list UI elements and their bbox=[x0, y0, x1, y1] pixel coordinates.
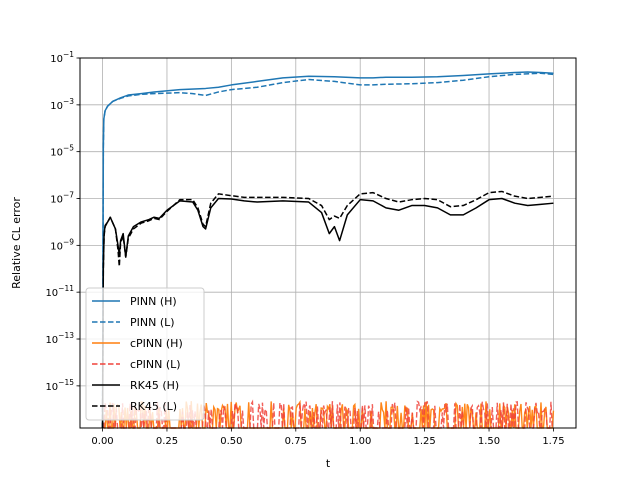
y-tick-label: 10−7 bbox=[50, 191, 74, 206]
x-tick-label: 0.00 bbox=[91, 436, 113, 447]
legend: PINN (H) PINN (L) cPINN (H) cPINN (L) RK45 (… bbox=[85, 287, 205, 421]
legend-label: cPINN (L) bbox=[130, 358, 181, 371]
series-lines bbox=[101, 71, 554, 429]
x-tick-label: 1.00 bbox=[349, 436, 371, 447]
x-tick-label: 1.50 bbox=[478, 436, 500, 447]
y-tick-label: 10−3 bbox=[50, 97, 74, 112]
y-tick-label: 10−9 bbox=[50, 237, 74, 252]
y-tick-label: 10−5 bbox=[50, 144, 74, 159]
series-line bbox=[101, 72, 554, 429]
x-tick-label: 1.75 bbox=[542, 436, 564, 447]
x-axis-label: t bbox=[326, 457, 331, 470]
y-tick-label: 10−13 bbox=[45, 331, 74, 346]
noise-line bbox=[103, 399, 554, 429]
x-tick-label: 0.25 bbox=[156, 436, 178, 447]
plot-frame bbox=[79, 57, 577, 429]
legend-label: RK45 (H) bbox=[130, 379, 179, 392]
legend-label: cPINN (H) bbox=[130, 337, 183, 350]
legend-label: RK45 (L) bbox=[130, 400, 177, 413]
x-tick-label: 1.25 bbox=[413, 436, 435, 447]
y-tick-label: 10−1 bbox=[50, 50, 74, 65]
legend-box bbox=[85, 287, 205, 421]
y-tick-label: 10−15 bbox=[45, 378, 74, 393]
legend-label: PINN (H) bbox=[130, 295, 177, 308]
x-tick-label: 0.50 bbox=[220, 436, 242, 447]
series-line bbox=[101, 71, 554, 429]
x-tick-label: 0.75 bbox=[285, 436, 307, 447]
legend-label: PINN (L) bbox=[130, 316, 175, 329]
series-line bbox=[101, 190, 554, 429]
y-axis-label: Relative CL error bbox=[10, 197, 23, 289]
y-ticks: 10−1 10−3 10−5 10−7 10−9 10−11 10−13 10−15 bbox=[45, 50, 80, 393]
x-ticks: 0.00 0.25 0.50 0.75 1.00 1.25 1.50 1.75 bbox=[91, 428, 565, 447]
y-tick-label: 10−11 bbox=[45, 284, 74, 299]
